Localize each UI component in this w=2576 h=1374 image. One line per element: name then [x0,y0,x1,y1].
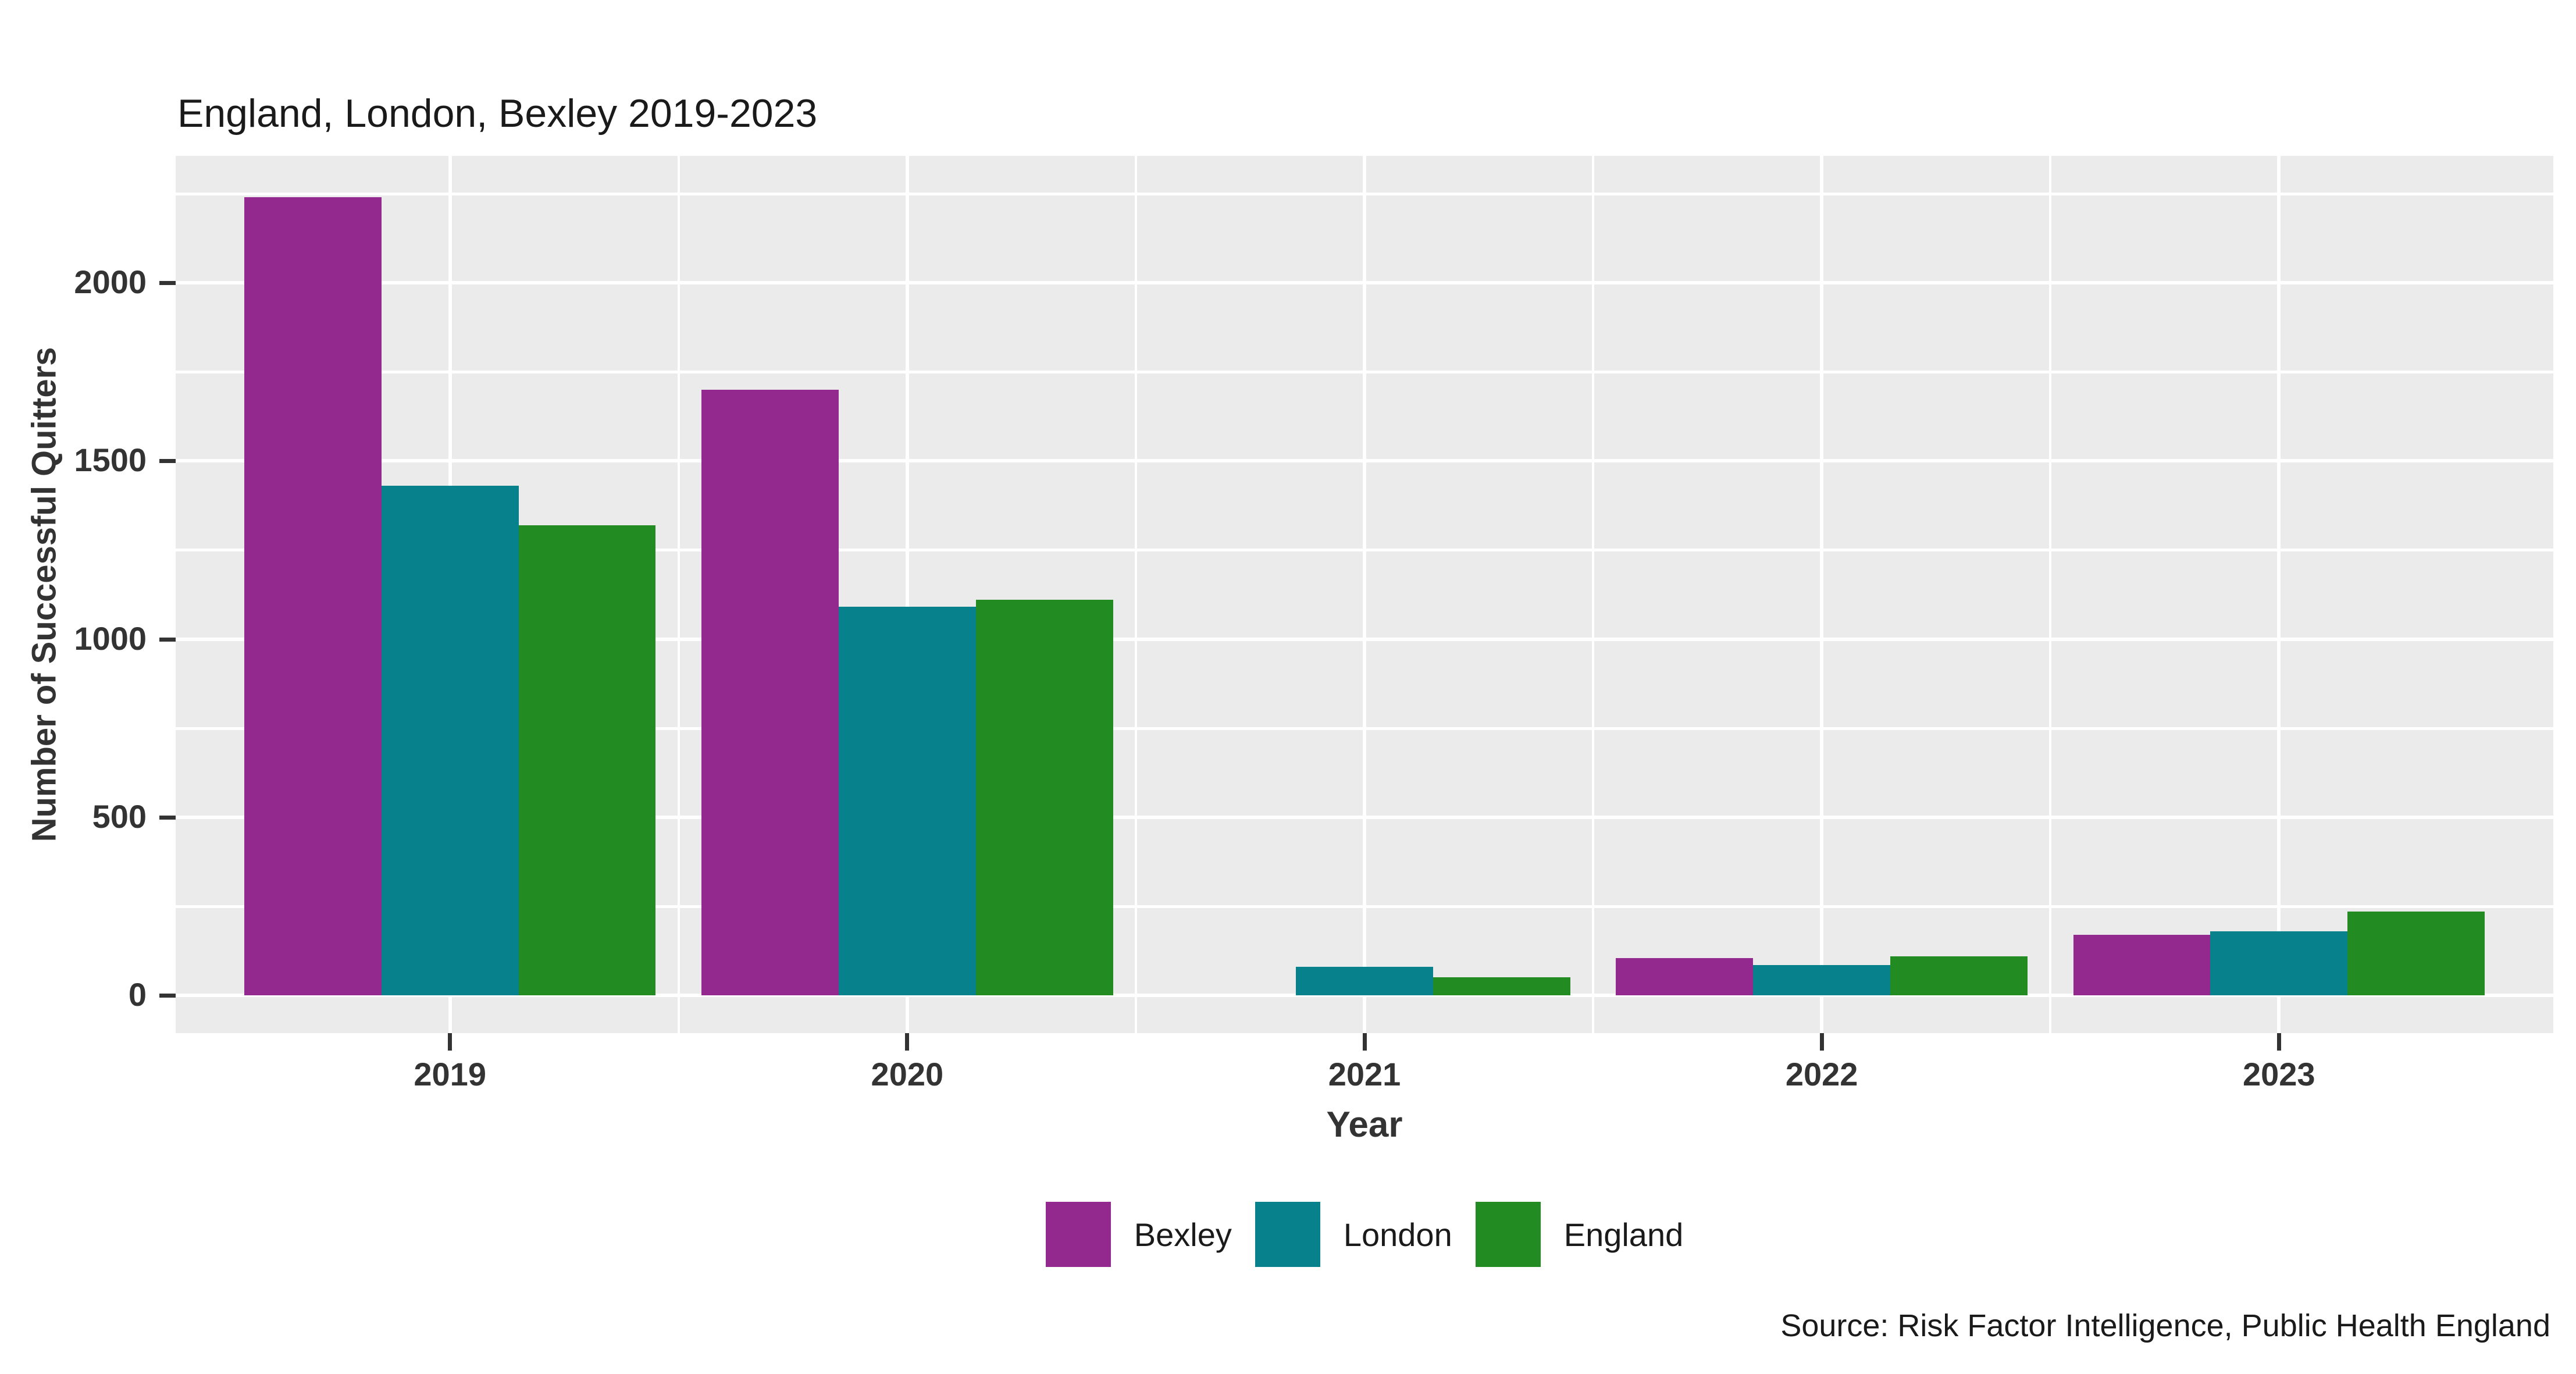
gridline-v-minor [677,156,680,1033]
y-tick-label: 1000 [74,620,147,657]
x-tick-mark [2276,1033,2281,1051]
gridline-v-major [1820,156,1824,1033]
gridline-v-major [905,156,909,1033]
y-tick-label: 500 [92,798,147,835]
y-tick-mark [159,459,176,464]
bar-england-2023 [2347,912,2485,995]
x-tick-mark [905,1033,910,1051]
bar-london-2020 [838,607,976,995]
plot-panel [176,156,2553,1033]
gridline-v-major [1363,156,1366,1033]
bar-london-2022 [1753,964,1891,995]
bar-london-2019 [381,486,519,995]
y-tick-label: 1500 [74,442,147,479]
source-caption: Source: Risk Factor Intelligence, Public… [1780,1308,2550,1343]
bar-bexley-2020 [701,389,839,995]
gridline-v-minor [1134,156,1137,1033]
x-tick-label: 2019 [414,1056,486,1092]
legend-item: England [1475,1202,1684,1267]
y-tick-mark [159,281,176,286]
y-tick-label: 2000 [74,264,147,301]
legend-label: Bexley [1134,1216,1232,1253]
legend-item: Bexley [1045,1202,1232,1267]
legend-swatch-bexley [1045,1202,1111,1267]
bar-england-2019 [518,525,656,995]
legend-swatch-england [1475,1202,1541,1267]
x-axis-title: Year [1326,1105,1403,1145]
x-tick-mark [1819,1033,1824,1051]
legend-label: London [1343,1216,1452,1253]
y-tick-mark [159,994,176,998]
bar-london-2021 [1296,967,1433,995]
x-tick-label: 2022 [1785,1056,1858,1092]
x-tick-label: 2020 [871,1056,944,1092]
legend: Bexley London England [176,1202,2553,1267]
legend-swatch-london [1255,1202,1320,1267]
gridline-v-major [2277,156,2281,1033]
gridline-v-minor [2049,156,2052,1033]
bar-london-2023 [2210,931,2348,995]
legend-label: England [1563,1216,1684,1253]
bar-bexley-2022 [1616,957,1754,995]
x-tick-mark [448,1033,453,1051]
y-tick-label: 0 [128,976,147,1013]
y-axis-title: Number of Successful Quitters [25,347,63,842]
bar-england-2020 [975,600,1113,995]
x-tick-mark [1362,1033,1367,1051]
bar-england-2021 [1433,977,1570,995]
bar-bexley-2019 [244,197,382,995]
bar-england-2022 [1890,956,2028,995]
chart-title: England, London, Bexley 2019-2023 [177,91,818,136]
gridline-v-minor [1592,156,1595,1033]
y-tick-mark [159,815,176,820]
x-tick-label: 2021 [1328,1056,1401,1092]
bar-bexley-2023 [2073,934,2211,995]
legend-item: London [1255,1202,1452,1267]
y-tick-mark [159,637,176,642]
x-tick-label: 2023 [2243,1056,2315,1092]
